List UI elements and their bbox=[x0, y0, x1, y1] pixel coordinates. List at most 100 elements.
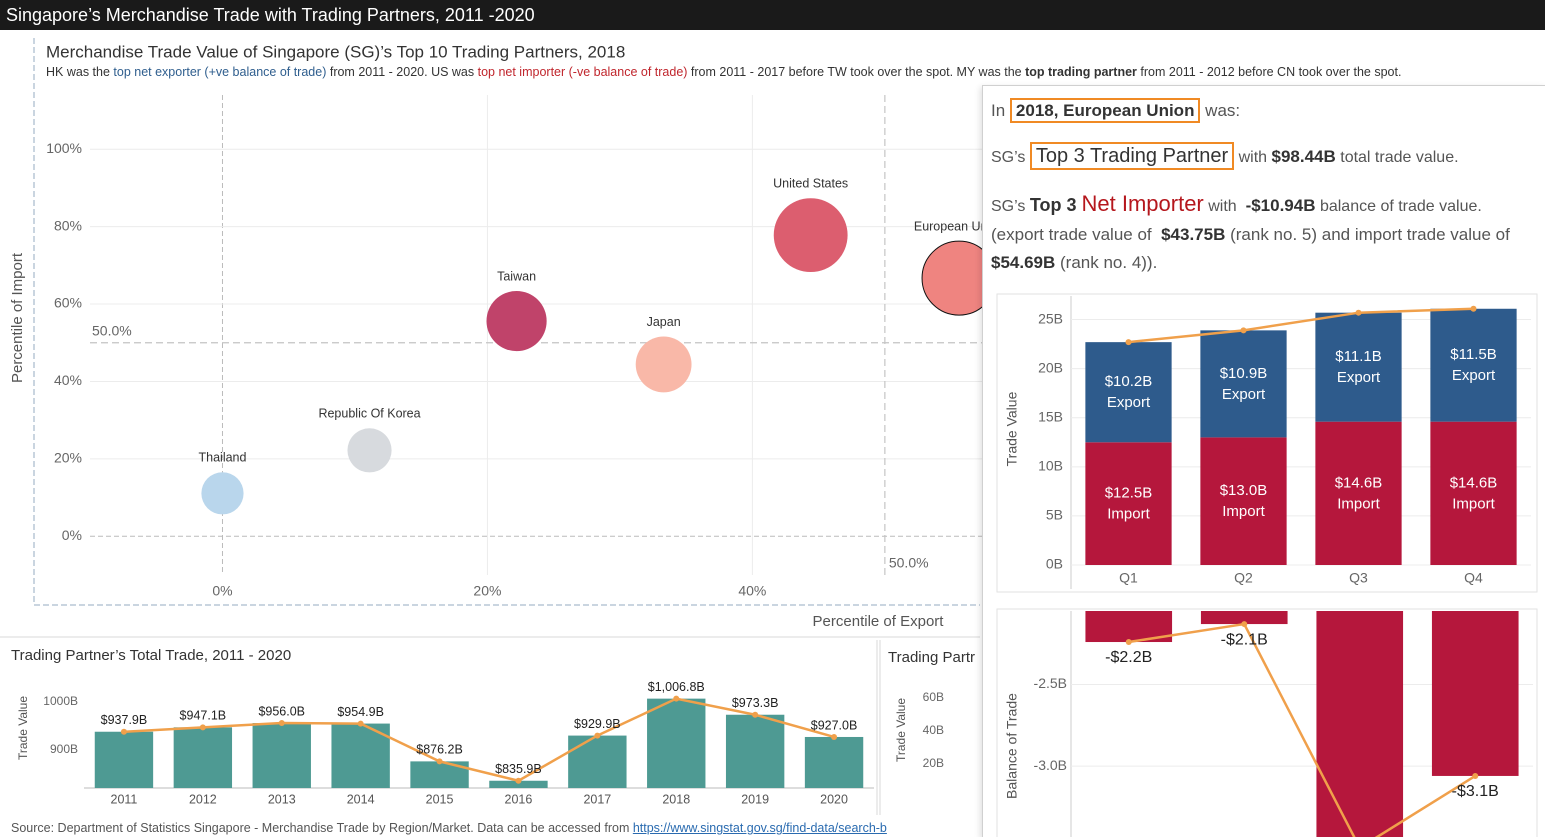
bar bbox=[252, 723, 311, 788]
trend-point bbox=[1472, 772, 1479, 779]
source-text: Source: Department of Statistics Singapo… bbox=[11, 821, 633, 835]
y-tick-label: 20% bbox=[54, 450, 82, 466]
y-tick-label: 25B bbox=[1038, 310, 1063, 326]
bubble bbox=[635, 336, 692, 393]
tooltip-text: with bbox=[1234, 149, 1272, 166]
y-tick-label: 20B bbox=[1038, 359, 1063, 375]
trend-point bbox=[1355, 309, 1362, 316]
value-label: $956.0B bbox=[258, 704, 305, 718]
value-label: $835.9B bbox=[495, 762, 542, 776]
x-tick-label: 2014 bbox=[347, 792, 375, 806]
x-tick-label: 2019 bbox=[741, 792, 769, 806]
segment-label: Export bbox=[1107, 394, 1151, 411]
panel-border bbox=[33, 38, 980, 606]
tooltip-line: SG’s Top 3 Trading Partner with $98.44B … bbox=[991, 142, 1543, 172]
bar bbox=[489, 780, 548, 788]
tooltip-value: -$10.94B bbox=[1245, 196, 1316, 215]
bubble-label: Republic Of Korea bbox=[318, 407, 420, 421]
chart-title: Trading Partner’s Total Trade, 2011 - 20… bbox=[11, 647, 291, 664]
bar bbox=[1200, 611, 1288, 625]
subtitle-segment: from 2011 - 2020. US was bbox=[326, 65, 477, 79]
subtitle-segment: top trading partner bbox=[1025, 65, 1137, 79]
subtitle-segment: top net exporter (+ve balance of trade) bbox=[113, 65, 326, 79]
trend-point bbox=[278, 720, 285, 727]
bar-segment bbox=[1200, 437, 1287, 565]
y-tick-label: 40B bbox=[923, 723, 944, 737]
tooltip-highlight: Top 3 Trading Partner bbox=[1029, 142, 1235, 170]
bubble-label: Taiwan bbox=[497, 269, 536, 283]
tooltip-text: (rank no. 5) and import trade value of bbox=[1225, 225, 1515, 244]
bar bbox=[725, 714, 785, 788]
x-tick-label: 2020 bbox=[820, 792, 848, 806]
value-label: $10.9B bbox=[1220, 365, 1268, 382]
value-label: $14.6B bbox=[1450, 474, 1498, 491]
bar-segment bbox=[1315, 421, 1402, 565]
bubble-label: European Union bbox=[914, 219, 1004, 233]
y-tick-label: -3.0B bbox=[1034, 757, 1067, 773]
tooltip-text: SG’s bbox=[991, 149, 1030, 166]
trend-line bbox=[1128, 307, 1474, 344]
trend-point bbox=[1125, 339, 1132, 346]
trend-point bbox=[120, 728, 127, 735]
balance-plot: -$2.2B -$2.1B -$3.1B bbox=[1071, 611, 1533, 837]
trend-point bbox=[1240, 327, 1247, 334]
tooltip-highlight: Net Importer bbox=[1081, 191, 1204, 216]
y-tick-label: 40% bbox=[54, 372, 82, 388]
value-label: $954.9B bbox=[337, 705, 384, 719]
x-tick-label: 2015 bbox=[426, 792, 454, 806]
chart-title: Merchandise Trade Value of Singapore (SG… bbox=[46, 42, 625, 61]
bar bbox=[804, 736, 864, 788]
subtitle-segment: top net importer (-ve balance of trade) bbox=[478, 65, 688, 79]
y-tick-label: 100% bbox=[46, 140, 82, 156]
bar-segment bbox=[1430, 421, 1517, 565]
x-tick-label: Q4 bbox=[1464, 570, 1483, 586]
x-tick-label: 20% bbox=[473, 583, 501, 599]
value-label: $11.1B bbox=[1335, 348, 1381, 365]
chart-subtitle: HK was the top net exporter (+ve balance… bbox=[46, 65, 1401, 79]
bar-segment bbox=[1430, 308, 1517, 422]
bubble-label: United States bbox=[773, 177, 848, 191]
tooltip-text: Top 3 bbox=[1029, 195, 1082, 215]
tooltip-text: SG’s bbox=[991, 198, 1030, 215]
bar-segment bbox=[1085, 342, 1172, 443]
x-axis-title: Percentile of Export bbox=[813, 613, 945, 630]
y-axis-title: Trade Value bbox=[16, 696, 30, 760]
trend-point bbox=[199, 724, 206, 731]
tooltip-line: In 2018, European Union was: bbox=[991, 97, 1543, 125]
segment-label: Export bbox=[1222, 386, 1266, 403]
bar bbox=[1431, 611, 1519, 776]
trend-point bbox=[673, 695, 680, 702]
trend-point bbox=[594, 732, 601, 739]
y-tick-label: 0B bbox=[1046, 556, 1063, 572]
tooltip-highlight: 2018, European Union bbox=[1009, 98, 1201, 123]
bubble-label: Thailand bbox=[199, 451, 247, 465]
value-label: $937.9B bbox=[101, 713, 148, 727]
trend-point bbox=[357, 720, 364, 727]
bar bbox=[647, 698, 706, 788]
bar bbox=[331, 723, 390, 788]
y-tick-label: 1000B bbox=[43, 694, 78, 708]
trend-line bbox=[123, 697, 835, 783]
x-tick-label: 40% bbox=[738, 583, 766, 599]
chart-panel bbox=[996, 608, 1538, 837]
tooltip-line: SG’s Top 3 Net Importer with -$10.94B ba… bbox=[991, 190, 1543, 221]
bar bbox=[94, 731, 154, 788]
value-label: $14.6B bbox=[1335, 474, 1383, 491]
y-tick-label: 20B bbox=[923, 756, 944, 770]
segment-label: Import bbox=[1337, 495, 1380, 512]
source-link[interactable]: https://www.singstat.gov.sg/find-data/se… bbox=[632, 821, 887, 835]
y-tick-label: -2.5B bbox=[1034, 675, 1067, 691]
segment-label: Import bbox=[1107, 506, 1150, 523]
y-tick-label: 10B bbox=[1038, 458, 1063, 474]
value-label: $973.3B bbox=[732, 696, 779, 710]
y-tick-label: 0% bbox=[62, 527, 82, 543]
tooltip-text: with bbox=[1203, 198, 1246, 215]
bar-segment bbox=[1200, 330, 1287, 438]
x-tick-label: Q1 bbox=[1119, 570, 1138, 586]
value-label: $11.5B bbox=[1450, 346, 1496, 363]
trend-point bbox=[436, 758, 443, 765]
x-tick-label: 2013 bbox=[268, 792, 296, 806]
reference-label: 50.0% bbox=[92, 322, 132, 338]
